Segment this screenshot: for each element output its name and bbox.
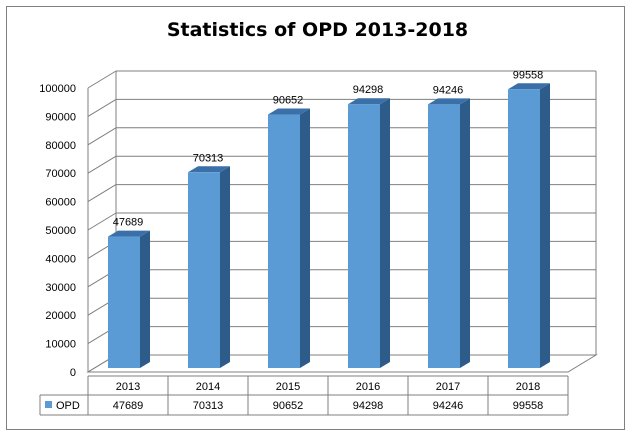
grid-line xyxy=(87,155,117,174)
bar xyxy=(508,89,540,368)
chart-floor xyxy=(86,354,598,373)
bar xyxy=(188,172,220,368)
bar-top xyxy=(508,83,550,90)
grid-line xyxy=(87,98,117,117)
grid-line xyxy=(87,70,117,89)
x-tick-label: 2013 xyxy=(116,381,140,393)
x-tick-label: 2018 xyxy=(516,381,540,393)
y-tick-label: 20000 xyxy=(45,310,76,322)
x-tick-label: 2014 xyxy=(196,381,220,393)
y-tick-label: 30000 xyxy=(45,282,76,294)
legend-label: OPD xyxy=(56,400,80,412)
y-tick-label: 90000 xyxy=(45,111,76,123)
y-tick-label: 60000 xyxy=(45,197,76,209)
grid-line xyxy=(87,127,117,146)
y-tick-label: 10000 xyxy=(45,339,76,351)
bar-side xyxy=(300,108,310,369)
data-label: 94298 xyxy=(353,84,384,96)
bar xyxy=(268,114,300,369)
bar-side xyxy=(460,98,470,368)
legend-swatch xyxy=(45,401,52,408)
bars xyxy=(108,83,550,369)
table-cell: 90652 xyxy=(273,400,304,412)
bar xyxy=(348,104,380,369)
table-cell: 47689 xyxy=(113,400,144,412)
bar-top xyxy=(348,98,390,105)
y-tick-label: 100000 xyxy=(39,83,76,95)
table-cell: 94246 xyxy=(433,400,464,412)
x-tick-label: 2015 xyxy=(276,381,300,393)
data-label: 90652 xyxy=(273,95,304,107)
table-cell: 99558 xyxy=(513,400,544,412)
data-labels: 47689 70313 90652 94298 94246 99558 xyxy=(113,69,544,228)
bar-top xyxy=(428,98,470,105)
data-table: 2013 47689 2014 70313 2015 90652 2016 94298 2017… xyxy=(39,375,569,416)
bar-top xyxy=(188,166,230,173)
grid-line xyxy=(87,212,117,231)
y-tick-label: 50000 xyxy=(45,225,76,237)
bar-side xyxy=(140,230,150,368)
data-label: 99558 xyxy=(513,69,544,81)
data-label: 47689 xyxy=(113,217,144,229)
bar xyxy=(428,104,460,368)
grid-line xyxy=(87,184,117,203)
data-label: 94246 xyxy=(433,84,464,96)
chart-title: Statistics of OPD 2013-2018 xyxy=(166,19,469,41)
y-tick-label: 40000 xyxy=(45,253,76,265)
table-cell: 70313 xyxy=(193,400,224,412)
y-tick-label: 0 xyxy=(70,367,76,379)
y-tick-label: 70000 xyxy=(45,168,76,180)
bar-side xyxy=(380,98,390,369)
table-cell: 94298 xyxy=(353,400,384,412)
bar-side xyxy=(540,83,550,368)
y-axis-ticks: 0 10000 20000 30000 40000 50000 60000 70000 8000… xyxy=(39,83,76,379)
x-tick-label: 2017 xyxy=(436,381,460,393)
y-tick-label: 80000 xyxy=(45,140,76,152)
x-tick-label: 2016 xyxy=(356,381,380,393)
bar xyxy=(108,236,140,368)
bar-top xyxy=(268,108,310,115)
bar-top xyxy=(108,230,150,237)
bar-side xyxy=(220,166,230,368)
data-label: 70313 xyxy=(193,152,224,164)
